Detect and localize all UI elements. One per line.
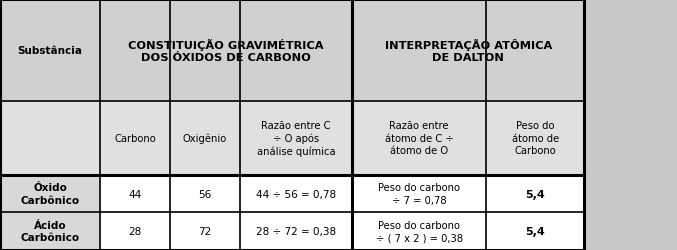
Bar <box>170 101 240 175</box>
Bar <box>486 175 584 212</box>
Bar <box>170 175 240 212</box>
Text: Peso do
átomo de
Carbono: Peso do átomo de Carbono <box>512 121 559 156</box>
Text: 44 ÷ 56 = 0,78: 44 ÷ 56 = 0,78 <box>256 189 336 199</box>
Bar <box>240 101 352 175</box>
Bar <box>486 212 584 250</box>
Text: 44: 44 <box>129 189 141 199</box>
Bar <box>0 212 100 250</box>
Bar <box>0 101 100 175</box>
Bar <box>0 175 100 212</box>
Bar <box>352 212 486 250</box>
Text: Razão entre C
÷ O após
análise química: Razão entre C ÷ O após análise química <box>257 120 335 156</box>
Bar <box>100 0 352 101</box>
Bar <box>170 212 240 250</box>
Text: Oxigênio: Oxigênio <box>183 133 227 143</box>
Text: 5,4: 5,4 <box>525 226 545 236</box>
Text: Carbono: Carbono <box>114 133 156 143</box>
Bar <box>0 0 100 101</box>
Bar <box>352 101 486 175</box>
Bar <box>486 101 584 175</box>
Text: Óxido
Carbônico: Óxido Carbônico <box>20 182 80 205</box>
Text: 56: 56 <box>198 189 211 199</box>
Text: Peso do carbono
÷ ( 7 x 2 ) = 0,38: Peso do carbono ÷ ( 7 x 2 ) = 0,38 <box>376 220 462 242</box>
Text: Substância: Substância <box>18 46 83 56</box>
Text: Ácido
Carbônico: Ácido Carbônico <box>20 220 80 242</box>
Bar <box>352 0 584 101</box>
Text: 28: 28 <box>129 226 141 236</box>
Text: 72: 72 <box>198 226 211 236</box>
Text: 5,4: 5,4 <box>525 189 545 199</box>
Bar <box>240 212 352 250</box>
Bar <box>100 175 170 212</box>
Text: Peso do carbono
÷ 7 = 0,78: Peso do carbono ÷ 7 = 0,78 <box>378 182 460 205</box>
Bar <box>240 175 352 212</box>
Text: Razão entre
átomo de C ÷
átomo de O: Razão entre átomo de C ÷ átomo de O <box>385 121 454 156</box>
Bar <box>100 101 170 175</box>
Bar <box>352 175 486 212</box>
Text: CONSTITUIÇÃO GRAVIMÉTRICA
DOS ÓXIDOS DE CARBONO: CONSTITUIÇÃO GRAVIMÉTRICA DOS ÓXIDOS DE … <box>129 38 324 63</box>
Bar <box>100 212 170 250</box>
Text: 28 ÷ 72 = 0,38: 28 ÷ 72 = 0,38 <box>256 226 336 236</box>
Text: INTERPRETAÇÃO ATÔMICA
DE DALTON: INTERPRETAÇÃO ATÔMICA DE DALTON <box>385 38 552 63</box>
